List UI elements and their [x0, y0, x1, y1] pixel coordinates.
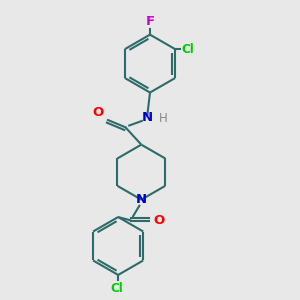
Text: N: N [136, 193, 147, 206]
Text: Cl: Cl [182, 43, 194, 56]
Text: H: H [159, 112, 168, 125]
Text: F: F [146, 15, 154, 28]
Text: O: O [154, 214, 165, 227]
Text: Cl: Cl [110, 282, 123, 295]
Text: O: O [92, 106, 104, 118]
Text: N: N [142, 111, 153, 124]
